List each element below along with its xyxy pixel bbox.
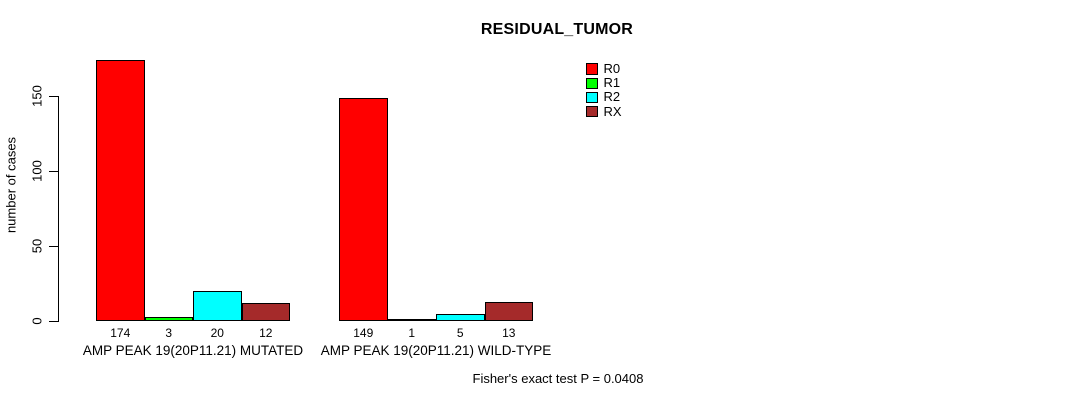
bar-value-label: 12 <box>259 325 273 340</box>
y-tick <box>49 246 58 247</box>
legend-label: RX <box>603 103 622 119</box>
bar-r0-group1 <box>96 60 145 321</box>
bar-r2-group2 <box>436 313 485 321</box>
legend-swatch-icon <box>586 77 598 90</box>
y-tick <box>49 321 58 322</box>
legend-swatch-icon <box>586 63 598 75</box>
y-tick <box>49 171 58 172</box>
y-tick-label: 50 <box>29 238 45 254</box>
y-tick-label: 100 <box>29 160 45 182</box>
bar-rx-group2 <box>484 301 533 321</box>
y-axis-line <box>58 96 59 322</box>
bar-value-label: 3 <box>165 325 173 340</box>
bar-r1-group2 <box>387 319 436 321</box>
legend-item-rx: RX <box>586 103 622 119</box>
bar-value-label: 1 <box>408 325 416 340</box>
legend: R0 R1 R2 RX <box>586 62 622 119</box>
legend-swatch-icon <box>586 105 598 118</box>
legend-item-r1: R1 <box>586 76 622 90</box>
bar-value-label: 20 <box>210 325 224 340</box>
bar-r1-group1 <box>144 316 193 321</box>
bar-r0-group2 <box>339 97 388 321</box>
y-tick-label: 150 <box>29 85 45 107</box>
bar-value-label: 5 <box>456 325 464 340</box>
bar-rx-group1 <box>241 303 290 321</box>
bar-value-label: 13 <box>502 325 516 340</box>
bar-value-label: 149 <box>353 325 374 340</box>
bar-value-label: 174 <box>110 325 131 340</box>
chart-title: RESIDUAL_TUMOR <box>480 21 634 38</box>
legend-label: R2 <box>603 89 621 105</box>
bar-r2-group1 <box>193 291 242 321</box>
y-tick <box>49 96 58 97</box>
category-label: AMP PEAK 19(20P11.21) MUTATED <box>82 342 304 358</box>
y-axis-title: number of cases <box>3 136 19 234</box>
y-tick-label: 0 <box>29 317 45 325</box>
category-label: AMP PEAK 19(20P11.21) WILD-TYPE <box>320 342 552 358</box>
legend-swatch-icon <box>586 91 598 104</box>
legend-item-r0: R0 <box>586 62 622 76</box>
legend-label: R0 <box>603 61 621 77</box>
legend-label: R1 <box>603 75 621 91</box>
fisher-test-annotation: Fisher's exact test P = 0.0408 <box>472 371 644 386</box>
legend-item-r2: R2 <box>586 90 622 104</box>
